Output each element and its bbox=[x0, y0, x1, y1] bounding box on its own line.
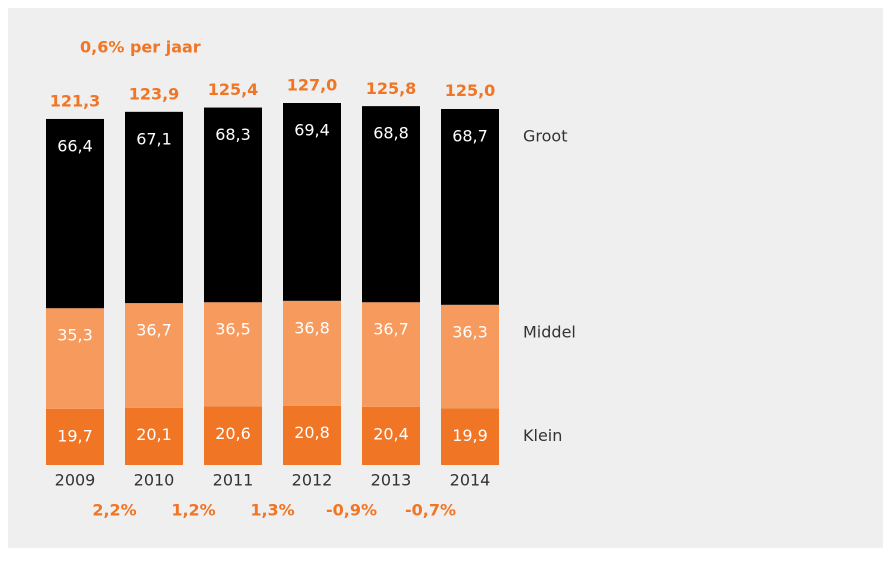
value-label: 20,1 bbox=[136, 425, 172, 444]
bar-segment bbox=[441, 108, 499, 305]
x-tick-label: 2009 bbox=[55, 471, 96, 490]
legend-label: Groot bbox=[523, 126, 567, 145]
growth-label: 1,2% bbox=[171, 501, 215, 520]
value-label: 68,7 bbox=[452, 126, 488, 145]
x-tick-label: 2011 bbox=[213, 471, 254, 490]
growth-label: 1,3% bbox=[250, 501, 294, 520]
value-label: 19,7 bbox=[57, 426, 93, 445]
bar-segment bbox=[204, 406, 262, 465]
bar-segment bbox=[125, 111, 183, 304]
value-label: 35,3 bbox=[57, 326, 93, 345]
total-label: 125,4 bbox=[208, 80, 259, 99]
bar-segment bbox=[204, 107, 262, 303]
bar-segment bbox=[362, 106, 420, 303]
total-label: 127,0 bbox=[287, 76, 338, 95]
x-tick-label: 2010 bbox=[134, 471, 175, 490]
value-label: 36,5 bbox=[215, 320, 251, 339]
bar-segment bbox=[362, 406, 420, 465]
bar-segment bbox=[46, 408, 104, 465]
value-label: 20,6 bbox=[215, 424, 251, 443]
value-label: 36,7 bbox=[373, 320, 409, 339]
bar-segment bbox=[204, 302, 262, 407]
bar-segment bbox=[441, 304, 499, 409]
value-label: 20,4 bbox=[373, 424, 409, 443]
value-label: 67,1 bbox=[136, 129, 172, 148]
annotation: 0,6% per jaar bbox=[80, 38, 201, 57]
x-tick-label: 2012 bbox=[292, 471, 333, 490]
total-label: 125,0 bbox=[445, 81, 496, 100]
total-label: 125,8 bbox=[366, 79, 417, 98]
total-label: 123,9 bbox=[129, 84, 180, 103]
value-label: 36,8 bbox=[294, 318, 330, 337]
value-label: 19,9 bbox=[452, 426, 488, 445]
value-label: 36,7 bbox=[136, 321, 172, 340]
bar-segment bbox=[46, 308, 104, 409]
value-label: 20,8 bbox=[294, 423, 330, 442]
value-label: 68,8 bbox=[373, 124, 409, 143]
legend-label: Middel bbox=[523, 322, 576, 341]
legend-label: Klein bbox=[523, 426, 562, 445]
x-tick-label: 2013 bbox=[371, 471, 412, 490]
bar-segment bbox=[125, 407, 183, 465]
value-label: 66,4 bbox=[57, 136, 93, 155]
value-label: 69,4 bbox=[294, 121, 330, 140]
growth-label: -0,9% bbox=[326, 501, 377, 520]
x-tick-label: 2014 bbox=[450, 471, 491, 490]
bar-segment bbox=[362, 302, 420, 407]
value-label: 68,3 bbox=[215, 125, 251, 144]
growth-label: -0,7% bbox=[405, 501, 456, 520]
bar-segment bbox=[283, 300, 341, 406]
growth-label: 2,2% bbox=[92, 501, 136, 520]
bar-segment bbox=[125, 303, 183, 408]
bar-segment bbox=[283, 405, 341, 465]
total-label: 121,3 bbox=[50, 92, 101, 111]
value-label: 36,3 bbox=[452, 322, 488, 341]
bar-segment bbox=[283, 103, 341, 301]
bar-segment bbox=[46, 118, 104, 309]
bar-segment bbox=[441, 408, 499, 465]
